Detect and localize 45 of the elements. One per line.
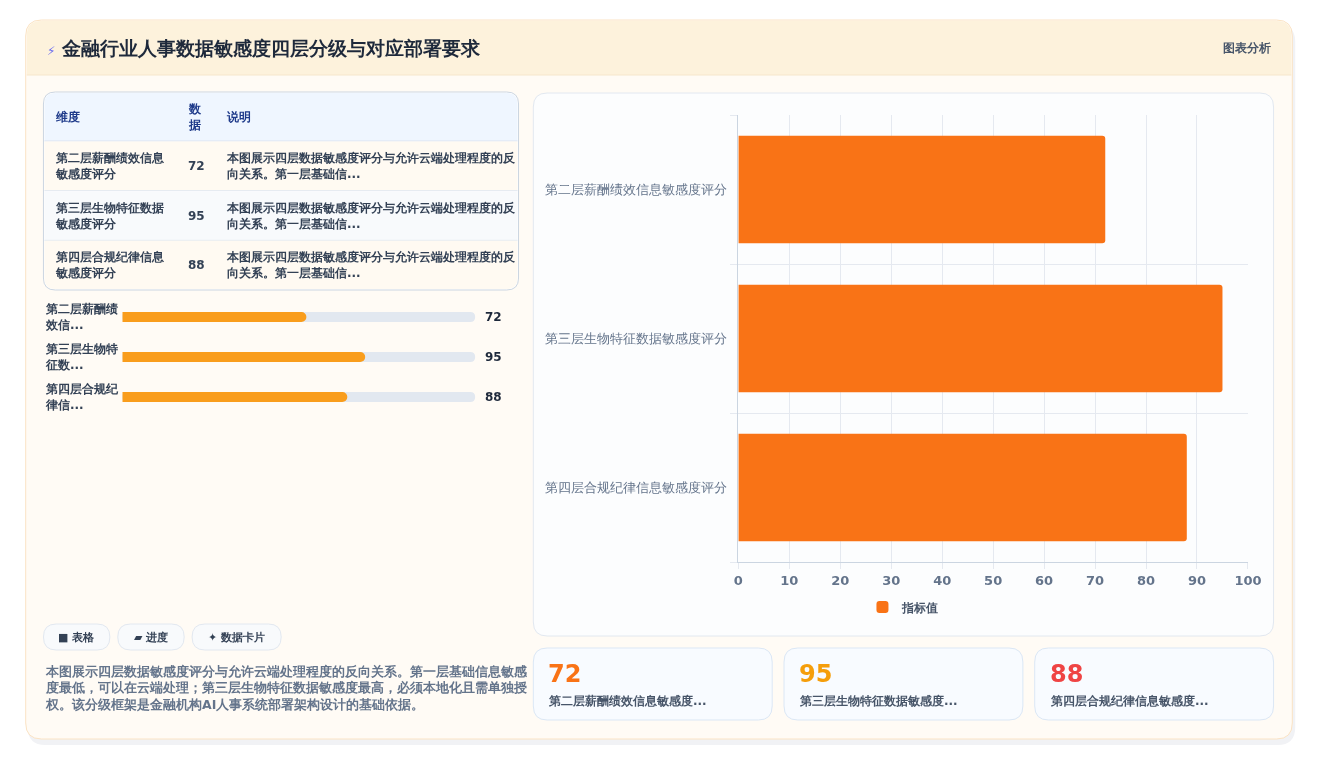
category-label: 第二层薪酬绩效信息敏感度... — [548, 694, 707, 708]
x-tick-label: 60 — [1035, 572, 1054, 588]
x-tick-label: 20 — [831, 572, 850, 588]
y-tick-label: 第三层生物特征数据敏感度评分 — [544, 331, 727, 347]
x-tick-label: 50 — [984, 572, 1003, 588]
text: 本图展示四层数据敏感度评分与允许云端处理程度的反向关系。第一层基础信... — [226, 250, 516, 280]
y-tick-label: 第三层生物特征数... — [45, 342, 118, 372]
text: 维度 — [55, 110, 80, 124]
x-tick-label: 90 — [1187, 572, 1207, 588]
data-label: 88 — [1050, 660, 1084, 688]
legend-label: 指标值 — [901, 600, 939, 615]
category-label: 第三层生物特征数据敏感度... — [799, 694, 958, 708]
data-label: 72 — [548, 660, 582, 688]
x-tick-label: 70 — [1086, 572, 1105, 588]
text: 本图展示四层数据敏感度评分与允许云端处理程度的反向关系。第一层基础信... — [226, 151, 516, 181]
y-tick-label: 第四层合规纪律信息敏感度评分 — [544, 480, 727, 496]
text: ⚡ 金融行业人事数据敏感度四层分级与对应部署要求 — [47, 37, 482, 59]
data-label: 72 — [188, 159, 205, 173]
data-label: 95 — [485, 350, 502, 364]
data-label: 72 — [485, 310, 502, 324]
category-label: 第四层合规纪律信息敏感度... — [1050, 694, 1209, 708]
data-label: 95 — [188, 209, 205, 223]
text: 数据 — [188, 102, 202, 132]
y-tick-label: 第四层合规纪律信... — [45, 382, 119, 412]
text: 说明 — [226, 110, 251, 124]
x-tick-label: 40 — [933, 572, 952, 588]
y-tick-label: 第二层薪酬绩效信息敏感度评分 — [544, 182, 727, 198]
category-label: ▰ 进度 — [134, 631, 169, 644]
y-tick-label: 第二层薪酬绩效信... — [45, 302, 118, 332]
data-label: 95 — [799, 660, 833, 688]
x-tick-label: 0 — [733, 572, 743, 588]
data-label: 88 — [188, 258, 205, 272]
x-tick-label: 30 — [882, 572, 901, 588]
text: 本图展示四层数据敏感度评分与允许云端处理程度的反向关系。第一层基础信... — [226, 201, 516, 231]
category-label: ✦ 数据卡片 — [208, 631, 266, 644]
bar — [738, 433, 1187, 542]
x-tick-label: 10 — [780, 572, 799, 588]
category-label: ■ 表格 — [58, 631, 96, 644]
x-tick-label: 100 — [1234, 572, 1262, 588]
x-tick-label: 80 — [1136, 572, 1156, 588]
text: 图表分析 — [1223, 41, 1271, 55]
bar — [738, 284, 1223, 393]
data-label: 88 — [485, 390, 502, 404]
text: 本图展示四层数据敏感度评分与允许云端处理程度的反向关系。第一层基础信息敏感度最低，可以在云端处理；第三层生物特征数据敏感度最高，必须本地化且需单独授权。该分级框架是金融机构AI人事系统部署架构设计的基础依据。 — [45, 664, 528, 712]
bar — [738, 135, 1106, 244]
